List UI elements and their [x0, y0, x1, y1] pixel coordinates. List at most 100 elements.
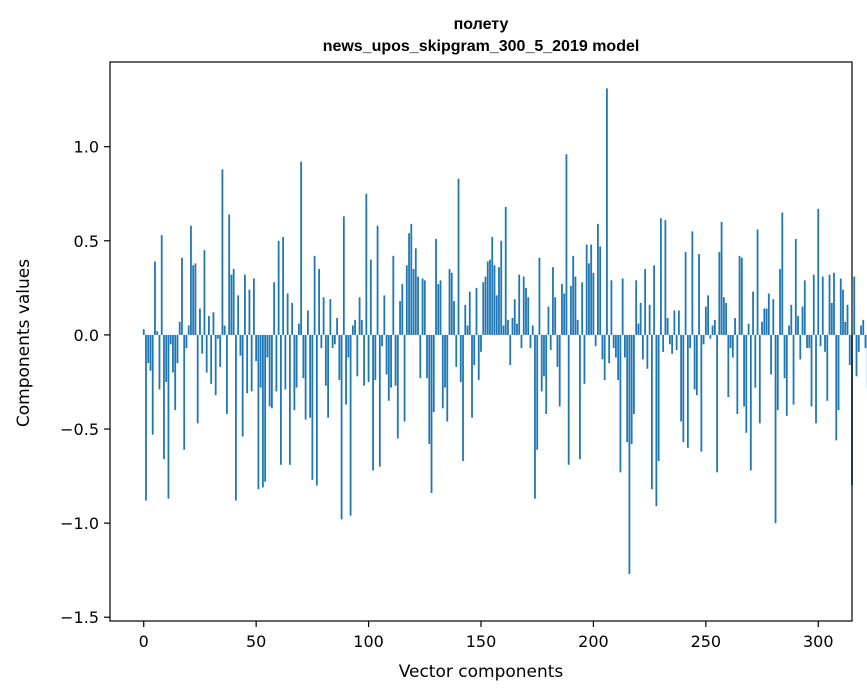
bar-component-59 — [275, 335, 277, 391]
bar-component-303 — [824, 335, 826, 352]
bar-component-223 — [644, 269, 646, 335]
bar-component-69 — [298, 324, 300, 335]
bar-component-308 — [835, 335, 837, 440]
bar-component-177 — [541, 335, 543, 391]
bar-component-17 — [181, 258, 183, 335]
bar-component-50 — [255, 335, 257, 361]
bar-component-257 — [721, 222, 723, 335]
bar-component-259 — [725, 303, 727, 335]
bar-component-78 — [318, 269, 320, 335]
bar-component-144 — [467, 326, 469, 335]
bar-component-231 — [662, 335, 664, 352]
bar-component-52 — [260, 335, 262, 388]
bar-component-143 — [464, 305, 466, 335]
bar-component-119 — [410, 224, 412, 335]
bar-component-221 — [640, 303, 642, 335]
bar-component-226 — [651, 335, 653, 489]
bar-component-71 — [302, 335, 304, 378]
bar-component-279 — [770, 335, 772, 375]
bar-component-185 — [559, 335, 561, 407]
bar-component-126 — [426, 335, 428, 378]
bar-component-66 — [291, 303, 293, 335]
bar-component-1 — [145, 335, 147, 501]
bar-component-28 — [206, 335, 208, 373]
bar-component-131 — [437, 284, 439, 335]
x-tick-label: 200 — [578, 632, 609, 651]
bar-component-36 — [224, 326, 226, 335]
bar-component-188 — [566, 154, 568, 335]
bar-component-62 — [282, 237, 284, 335]
bar-component-40 — [233, 269, 235, 335]
y-tick-label: 0.5 — [74, 232, 99, 251]
bar-component-301 — [820, 335, 822, 346]
bar-component-253 — [712, 326, 714, 335]
bar-component-296 — [808, 335, 810, 348]
bar-component-291 — [797, 316, 799, 335]
bar-component-31 — [213, 312, 215, 335]
bar-component-9 — [163, 335, 165, 459]
bar-component-108 — [386, 335, 388, 375]
bar-component-249 — [703, 335, 705, 344]
bar-component-113 — [397, 335, 399, 439]
bar-component-274 — [759, 335, 761, 423]
bar-component-151 — [482, 282, 484, 335]
bar-component-182 — [552, 267, 554, 335]
bar-component-163 — [509, 335, 511, 365]
bar-component-3 — [150, 335, 152, 371]
bar-component-265 — [739, 256, 741, 335]
bar-component-141 — [460, 335, 462, 382]
bar-component-281 — [775, 335, 777, 523]
y-tick-label: −1.5 — [60, 608, 99, 627]
bar-component-266 — [741, 258, 743, 335]
bar-component-282 — [777, 335, 779, 410]
bar-component-225 — [649, 305, 651, 335]
bar-component-120 — [413, 269, 415, 335]
bar-component-172 — [530, 335, 532, 348]
bar-component-264 — [736, 335, 738, 414]
bar-component-145 — [469, 292, 471, 335]
bar-component-256 — [718, 252, 720, 335]
bar-component-161 — [505, 207, 507, 335]
bar-component-76 — [314, 256, 316, 335]
bar-component-164 — [512, 318, 514, 335]
bar-component-307 — [833, 273, 835, 335]
bar-component-24 — [197, 335, 199, 423]
bar-component-44 — [242, 335, 244, 437]
bar-component-273 — [757, 230, 759, 335]
bar-component-26 — [201, 335, 203, 354]
x-tick-label: 250 — [691, 632, 722, 651]
bar-component-116 — [404, 335, 406, 422]
bar-component-54 — [264, 335, 266, 482]
bar-component-258 — [723, 297, 725, 335]
bar-component-170 — [525, 288, 527, 335]
bar-component-208 — [611, 280, 613, 335]
bar-component-79 — [320, 335, 322, 348]
bar-component-5 — [154, 262, 156, 335]
bar-component-147 — [473, 335, 475, 365]
bar-component-114 — [399, 301, 401, 335]
bar-component-206 — [606, 88, 608, 335]
bar-component-34 — [219, 335, 221, 367]
bar-component-153 — [487, 262, 489, 335]
bar-component-10 — [165, 335, 167, 382]
bar-component-260 — [727, 335, 729, 397]
bar-component-183 — [554, 297, 556, 335]
bar-component-171 — [527, 297, 529, 335]
bar-component-77 — [316, 335, 318, 486]
bar-component-70 — [300, 162, 302, 335]
bar-component-97 — [361, 320, 363, 335]
bar-component-124 — [422, 278, 424, 334]
bar-component-276 — [763, 309, 765, 335]
bar-component-189 — [568, 335, 570, 465]
bar-component-262 — [732, 335, 734, 358]
bar-component-263 — [734, 318, 736, 335]
bar-component-152 — [485, 277, 487, 335]
bar-component-198 — [588, 263, 590, 335]
bar-component-292 — [799, 335, 801, 359]
bar-component-6 — [156, 331, 158, 335]
bar-component-96 — [359, 297, 361, 335]
bar-component-319 — [860, 326, 862, 335]
bar-component-312 — [844, 322, 846, 335]
